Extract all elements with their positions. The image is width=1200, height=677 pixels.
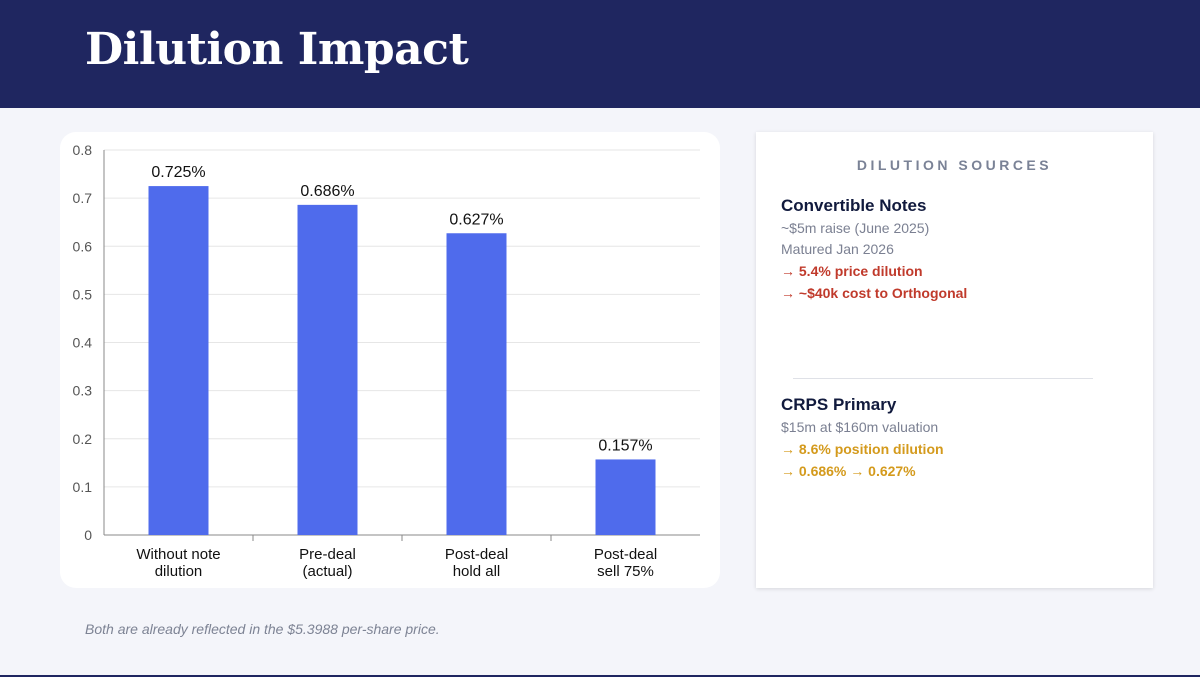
y-tick-label: 0.4	[73, 335, 93, 351]
bar	[446, 233, 507, 535]
y-tick-label: 0	[84, 527, 92, 543]
y-tick-label: 0.6	[73, 238, 93, 254]
y-tick-label: 0.7	[73, 190, 93, 206]
x-category-label: Post-deal	[445, 546, 508, 563]
bar	[148, 186, 209, 535]
data-label: 0.686%	[300, 183, 354, 200]
bar	[595, 459, 656, 535]
data-label: 0.725%	[151, 164, 205, 181]
footnote: Both are already reflected in the $5.398…	[85, 621, 440, 637]
y-tick-label: 0.5	[73, 286, 93, 302]
crps-primary-section: CRPS Primary $15m at $160m valuation → 8…	[781, 394, 1131, 482]
crps-valuation-text: $15m at $160m valuation	[781, 419, 939, 435]
page-title: Dilution Impact	[85, 24, 469, 75]
dilution-sources-card: DILUTION SOURCES Convertible Notes ~$5m …	[756, 132, 1153, 588]
bottom-rule	[0, 675, 1200, 677]
x-category-label: hold all	[453, 563, 501, 580]
section-divider	[793, 378, 1093, 379]
header-band: Dilution Impact	[0, 0, 1200, 108]
cost-highlight: → ~$40k cost to Orthogonal	[781, 285, 968, 301]
y-tick-label: 0.3	[73, 383, 93, 399]
convertible-raise-text: ~$5m raise (June 2025)	[781, 220, 930, 236]
dilution-bar-chart: 0 0.1 0.2 0.3 0.4 0.5 0.6 0.7 0.8 0.725% Without n…	[73, 142, 700, 580]
position-dilution-highlight: → 8.6% position dilution	[781, 441, 944, 457]
x-category-label: Without note	[136, 546, 220, 563]
x-category-label: sell 75%	[597, 563, 654, 580]
convertible-maturity-text: Matured Jan 2026	[781, 241, 894, 257]
data-label: 0.627%	[449, 211, 503, 228]
convertible-notes-section: Convertible Notes ~$5m raise (June 2025)…	[781, 195, 1131, 304]
data-label: 0.157%	[598, 437, 652, 454]
x-category-label: Post-deal	[594, 546, 657, 563]
crps-primary-heading: CRPS Primary	[781, 395, 897, 414]
y-tick-label: 0.8	[73, 142, 93, 158]
y-tick-label: 0.2	[73, 431, 93, 447]
x-category-label: dilution	[155, 563, 203, 580]
chart-card: 0 0.1 0.2 0.3 0.4 0.5 0.6 0.7 0.8 0.725% Without n…	[60, 132, 720, 588]
position-change-highlight: → 0.686% → 0.627%	[781, 463, 916, 479]
x-category-label: (actual)	[302, 563, 352, 580]
sources-title: DILUTION SOURCES	[856, 157, 1053, 173]
convertible-notes-heading: Convertible Notes	[781, 196, 927, 215]
y-tick-label: 0.1	[73, 479, 93, 495]
x-category-label: Pre-deal	[299, 546, 356, 563]
bar	[297, 204, 358, 536]
price-dilution-highlight: → 5.4% price dilution	[781, 263, 923, 279]
